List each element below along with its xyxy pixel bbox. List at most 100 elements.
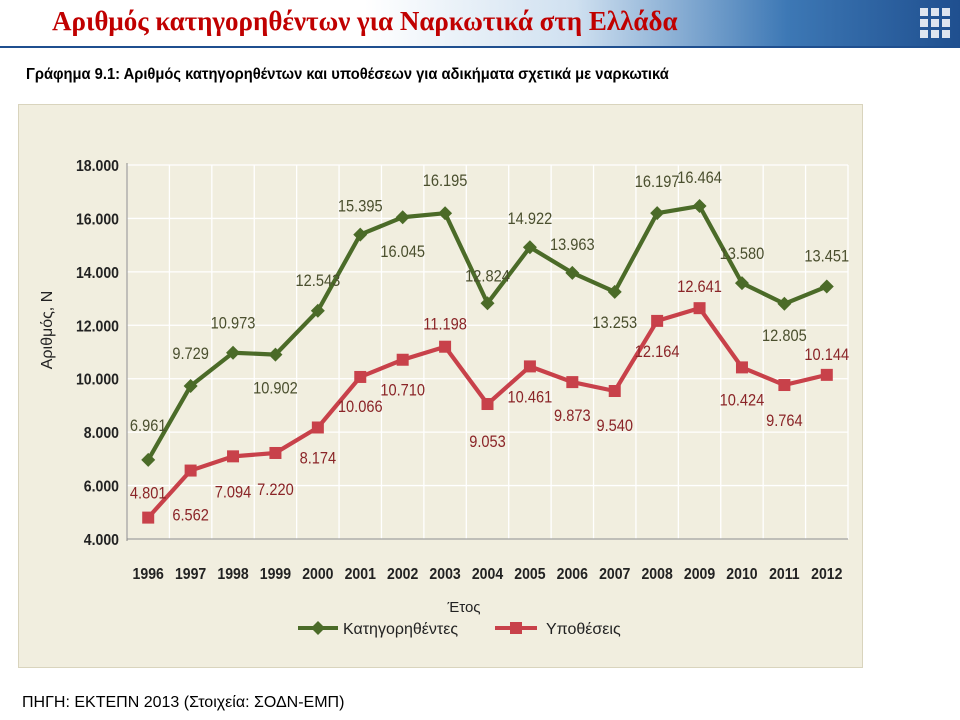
banner-underline <box>0 46 960 48</box>
page-title: Αριθμός κατηγορηθέντων για Ναρκωτικά στη… <box>52 6 678 36</box>
data-point-square <box>311 421 324 434</box>
data-label: 16.045 <box>380 243 425 261</box>
y-tick-label: 8.000 <box>84 424 119 442</box>
y-tick-label: 16.000 <box>76 211 119 229</box>
data-point-square <box>820 368 833 381</box>
data-point-diamond <box>819 279 834 294</box>
x-tick-label: 2004 <box>472 565 504 583</box>
data-point-square <box>566 376 579 389</box>
data-label: 10.973 <box>211 315 256 333</box>
data-label: 15.395 <box>338 198 383 216</box>
data-point-square <box>693 302 706 315</box>
data-label: 16.195 <box>423 172 468 190</box>
data-label: 12.164 <box>635 343 680 361</box>
data-label: 12.641 <box>677 278 722 296</box>
data-label: 13.451 <box>804 248 849 266</box>
x-tick-label: 1999 <box>260 565 291 583</box>
data-point-square <box>481 398 494 411</box>
legend-label-accused: Κατηγορηθέντες <box>343 621 458 638</box>
y-tick-label: 14.000 <box>76 264 119 282</box>
data-point-diamond <box>310 303 325 318</box>
data-point-square <box>439 340 452 353</box>
y-tick-label: 10.000 <box>76 371 119 389</box>
data-point-diamond <box>480 296 495 311</box>
y-tick-label: 6.000 <box>84 478 119 496</box>
data-point-square <box>608 385 621 398</box>
data-label: 16.197 <box>635 173 680 191</box>
data-label: 10.710 <box>380 382 425 400</box>
x-tick-label: 2010 <box>726 565 757 583</box>
title-banner: Αριθμός κατηγορηθέντων για Ναρκωτικά στη… <box>0 0 960 48</box>
x-axis-title: Έτος <box>446 599 480 616</box>
data-label: 11.198 <box>423 316 467 334</box>
x-tick-label: 2003 <box>429 565 460 583</box>
x-tick-label: 1997 <box>175 565 206 583</box>
source-note: ΠΗΓΗ: ΕΚΤΕΠΝ 2013 (Στοιχεία: ΣΟΔΝ-ΕΜΠ) <box>22 694 345 711</box>
x-tick-label: 2011 <box>769 565 800 583</box>
chart-title: Γράφημα 9.1: Αριθμός κατηγορηθέντων και … <box>26 66 669 83</box>
x-tick-label: 2006 <box>557 565 588 583</box>
data-label: 13.963 <box>550 236 595 254</box>
data-point-diamond <box>183 378 198 393</box>
data-point-diamond <box>565 265 580 280</box>
x-tick-label: 2001 <box>345 565 376 583</box>
y-axis-title: Αριθμός, Ν <box>39 291 56 370</box>
data-point-diamond <box>268 347 283 362</box>
data-label: 9.540 <box>596 417 633 435</box>
data-label: 7.220 <box>257 481 294 499</box>
data-label: 9.873 <box>554 407 591 425</box>
x-tick-label: 2005 <box>514 565 545 583</box>
data-point-diamond <box>777 296 792 311</box>
data-label: 10.424 <box>720 391 765 409</box>
data-label: 13.580 <box>720 245 765 263</box>
data-point-square <box>778 379 791 392</box>
data-label: 10.066 <box>338 398 383 416</box>
data-label: 16.464 <box>677 169 722 187</box>
data-label: 13.253 <box>592 314 637 332</box>
data-point-square <box>523 360 536 373</box>
data-point-diamond <box>692 199 707 214</box>
data-point-square <box>735 361 748 374</box>
legend-marker-square <box>510 622 522 634</box>
y-tick-label: 12.000 <box>76 317 119 335</box>
data-label: 9.053 <box>469 433 506 451</box>
data-point-square <box>354 370 367 383</box>
x-tick-label: 2012 <box>811 565 842 583</box>
x-tick-label: 1998 <box>217 565 248 583</box>
data-label: 12.543 <box>296 272 341 290</box>
data-point-square <box>651 314 664 327</box>
x-tick-label: 2002 <box>387 565 418 583</box>
x-tick-label: 2007 <box>599 565 630 583</box>
data-point-diamond <box>395 210 410 225</box>
y-tick-label: 4.000 <box>84 531 119 549</box>
data-point-diamond <box>226 345 241 360</box>
data-point-diamond <box>650 206 665 221</box>
legend-marker-diamond <box>311 621 325 635</box>
y-tick-label: 18.000 <box>76 157 119 175</box>
data-point-square <box>227 450 240 463</box>
data-label: 9.729 <box>172 345 209 363</box>
data-point-diamond <box>607 284 622 299</box>
data-label: 10.902 <box>253 380 298 398</box>
data-point-square <box>142 511 155 524</box>
x-tick-label: 2008 <box>641 565 672 583</box>
data-label: 12.805 <box>762 327 807 345</box>
data-point-diamond <box>353 227 368 242</box>
decorative-squares-icon <box>920 8 950 38</box>
data-point-diamond <box>522 240 537 255</box>
data-label: 4.801 <box>130 485 167 503</box>
x-tick-label: 2000 <box>302 565 333 583</box>
x-tick-label: 2009 <box>684 565 715 583</box>
data-point-square <box>396 353 409 366</box>
data-label: 6.562 <box>172 507 209 525</box>
data-point-diamond <box>734 276 749 291</box>
legend-label-cases: Υποθέσεις <box>546 621 621 638</box>
data-point-diamond <box>438 206 453 221</box>
data-label: 6.961 <box>130 417 167 435</box>
data-point-square <box>184 464 197 477</box>
chart-panel <box>18 104 863 668</box>
x-tick-label: 1996 <box>133 565 164 583</box>
data-label: 7.094 <box>215 483 252 501</box>
data-point-diamond <box>141 452 156 467</box>
